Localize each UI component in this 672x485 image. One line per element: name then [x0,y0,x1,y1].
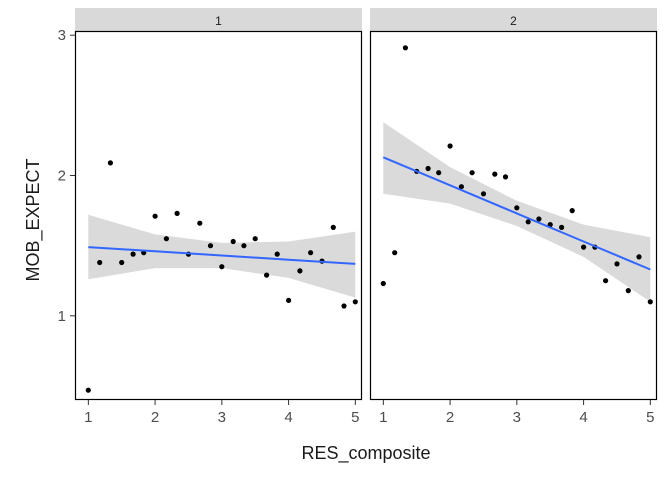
data-point [297,268,303,274]
data-point [341,303,347,309]
x-tick-label: 3 [513,409,521,426]
data-point [525,219,531,225]
data-point [392,250,398,256]
data-point [436,170,442,176]
x-tick-label: 5 [351,409,359,426]
data-point [85,387,91,393]
data-point [163,236,169,242]
data-point [380,280,386,287]
panel-background [75,31,362,400]
x-tick-label: 4 [579,409,587,426]
data-point [197,220,203,226]
y-tick-label: 1 [58,308,66,325]
y-tick-label: 3 [58,27,66,44]
data-point [625,288,631,294]
data-point [174,210,180,216]
data-point [402,45,408,51]
data-point [603,278,609,284]
data-point [330,224,336,230]
data-point [130,251,136,257]
data-point [152,213,158,219]
data-point [264,272,270,278]
facet-strip [370,8,657,31]
data-point [308,250,314,256]
data-point [581,244,587,250]
data-point [569,208,575,214]
data-point [286,297,292,303]
data-point [636,254,642,260]
data-point [107,160,113,166]
facet-strip-label: 1 [215,14,222,28]
smooth-fit-line [382,156,651,271]
x-axis-title: RES_composite [301,443,430,464]
x-tick-label: 1 [84,409,92,426]
data-point [458,184,464,190]
data-point [219,264,225,270]
y-tick-label: 2 [58,168,66,185]
facet-strip-label: 2 [510,14,517,28]
y-axis-title: MOB_EXPECT [23,158,44,281]
data-point [241,243,247,249]
data-point [480,191,487,197]
data-point [274,251,280,257]
panels-layer: 1 1 2 3 4 5 1 2 3 2 1 2 3 4 5 [58,8,658,426]
smooth-fit-line [88,246,356,265]
x-tick-label: 1 [379,409,387,426]
data-point [252,236,258,242]
x-tick-label: 2 [151,409,159,426]
data-point [447,143,453,149]
x-tick-label: 5 [646,409,654,426]
x-tick-label: 3 [218,409,226,426]
data-point [647,299,653,305]
data-point [536,216,542,222]
data-point [230,238,236,245]
data-point [352,299,358,305]
x-tick-label: 4 [284,409,292,426]
data-point [425,165,431,172]
data-point [119,259,125,266]
panel-border [369,30,658,401]
facet-panel-2: 2 1 2 3 4 5 [369,8,658,426]
facet-panel-1: 1 1 2 3 4 5 1 2 3 [58,8,363,426]
panel-border [74,30,363,401]
data-point [514,205,520,211]
data-point [469,170,475,176]
x-tick-label: 2 [446,409,454,426]
data-point [492,171,498,177]
data-point [97,259,103,266]
facet-strip [75,8,362,31]
data-point [502,174,509,180]
confidence-ribbon [383,122,651,302]
data-point [614,261,620,267]
data-point [207,243,214,249]
data-point [559,224,565,230]
